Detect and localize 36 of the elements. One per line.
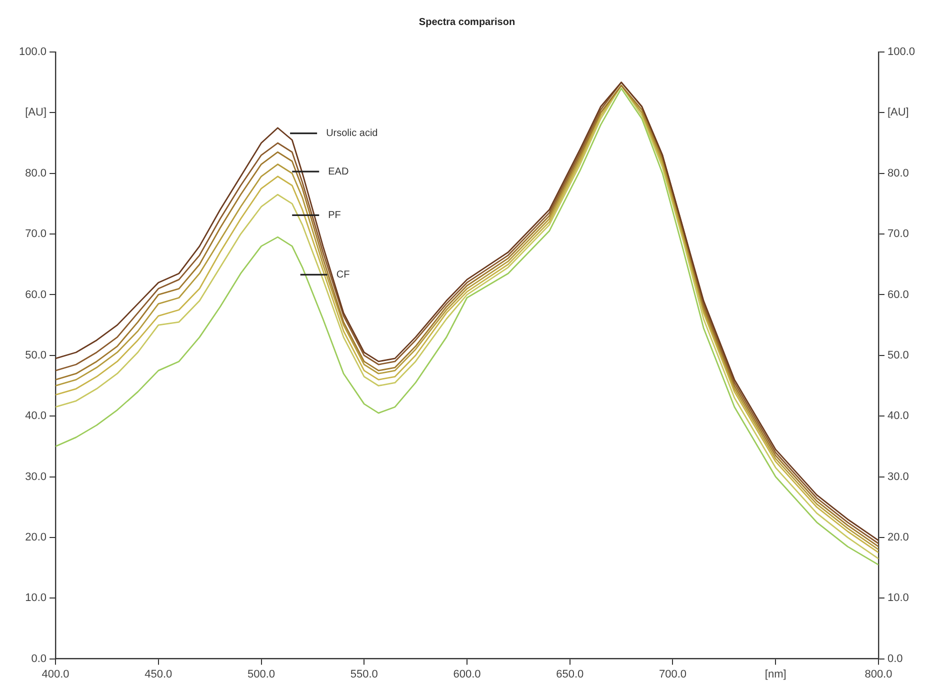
x-tick-label: 700.0 bbox=[658, 668, 686, 680]
y2-tick-label: 40.0 bbox=[887, 410, 909, 422]
y-tick-label: 80.0 bbox=[25, 167, 47, 180]
chart-title: Spectra comparison bbox=[418, 16, 516, 28]
x-tick-label: 550.0 bbox=[350, 668, 378, 680]
y2-tick-label: [AU] bbox=[887, 106, 909, 119]
x-tick-label: 650.0 bbox=[556, 668, 584, 680]
y2-tick-label: 0.0 bbox=[887, 652, 903, 665]
y2-tick-label: 20.0 bbox=[887, 531, 909, 544]
x-tick-label: [nm] bbox=[764, 668, 786, 680]
y2-tick-label: 60.0 bbox=[887, 288, 909, 301]
y2-tick-label: 50.0 bbox=[887, 349, 909, 362]
annotation: EAD bbox=[328, 166, 349, 178]
y-tick-label: 70.0 bbox=[25, 228, 47, 240]
y-tick-label: 0.0 bbox=[31, 652, 47, 665]
annotation: PF bbox=[328, 210, 341, 221]
y2-tick-label: 70.0 bbox=[887, 228, 909, 240]
x-tick-label: 800.0 bbox=[864, 668, 892, 680]
y2-tick-label: 100.0 bbox=[887, 46, 916, 58]
annotation: Ursolic acid bbox=[326, 128, 378, 140]
y-tick-label: 50.0 bbox=[25, 349, 47, 362]
y-tick-label: 10.0 bbox=[25, 592, 47, 604]
y2-tick-label: 80.0 bbox=[887, 167, 909, 180]
y-tick-label: 60.0 bbox=[25, 288, 47, 301]
y2-tick-label: 30.0 bbox=[887, 470, 909, 483]
x-tick-label: 600.0 bbox=[453, 668, 481, 680]
y-tick-label: 40.0 bbox=[25, 410, 47, 422]
y-tick-label: 100.0 bbox=[18, 46, 47, 58]
y-tick-label: 20.0 bbox=[25, 531, 47, 544]
x-tick-label: 400.0 bbox=[42, 668, 70, 680]
x-tick-label: 450.0 bbox=[144, 668, 172, 680]
y-tick-label: 30.0 bbox=[25, 470, 47, 483]
annotation: CF bbox=[336, 269, 350, 280]
y2-tick-label: 10.0 bbox=[887, 592, 909, 604]
x-tick-label: 500.0 bbox=[248, 668, 276, 680]
y-tick-label: [AU] bbox=[25, 106, 47, 119]
